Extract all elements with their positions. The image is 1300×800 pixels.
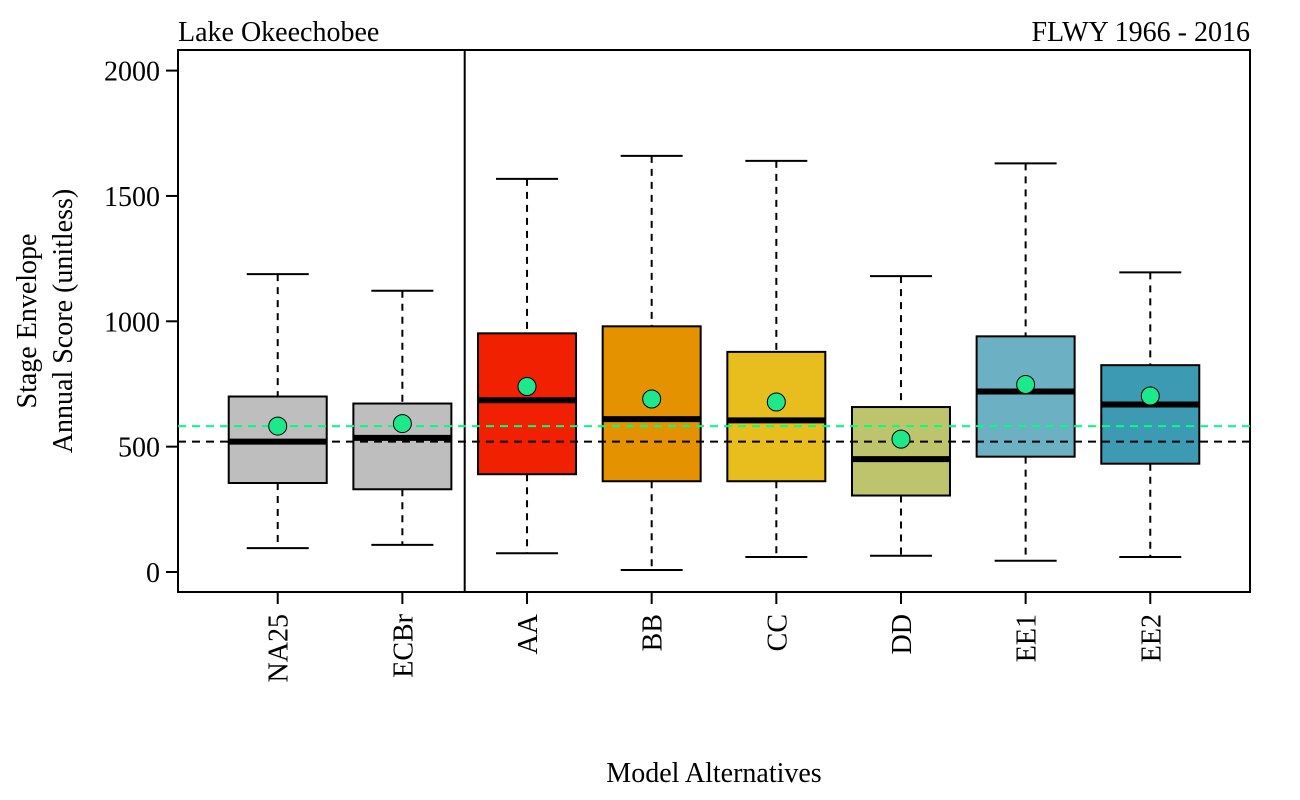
chart-title-left: Lake Okeechobee	[178, 17, 379, 48]
y-axis-title-line1: Stage Envelope	[12, 234, 43, 409]
chart-title-right: FLWY 1966 - 2016	[1031, 17, 1250, 48]
y-axis-title-line2: Annual Score (unitless)	[48, 189, 79, 453]
box-cc	[726, 350, 827, 483]
box-ee2	[1100, 364, 1201, 465]
x-tick-label: NA25	[264, 614, 295, 682]
mean-marker	[642, 389, 662, 409]
x-tick-label: EE2	[1136, 614, 1167, 662]
y-tick-label: 500	[118, 433, 160, 464]
box-dd	[850, 406, 951, 497]
box-aa	[477, 332, 578, 476]
x-tick-label: AA	[513, 613, 544, 654]
x-tick-label: EE1	[1012, 614, 1043, 662]
x-tick-label: DD	[887, 614, 918, 654]
y-tick-label: 1500	[104, 182, 160, 213]
x-tick-label: BB	[638, 614, 669, 651]
mean-marker	[517, 376, 537, 396]
box-ee1	[975, 335, 1076, 458]
mean-marker	[1140, 386, 1160, 406]
mean-marker	[268, 416, 288, 436]
y-tick-label: 2000	[104, 57, 160, 88]
x-tick-label: CC	[762, 614, 793, 651]
x-tick-label: ECBr	[388, 613, 419, 677]
mean-marker	[766, 392, 786, 412]
y-tick-label: 1000	[104, 307, 160, 338]
y-tick-label: 0	[146, 558, 160, 589]
mean-marker	[1016, 374, 1036, 394]
x-axis-title: Model Alternatives	[606, 758, 821, 789]
mean-marker	[891, 429, 911, 449]
plot-area	[177, 49, 1251, 593]
mean-marker	[392, 414, 412, 434]
